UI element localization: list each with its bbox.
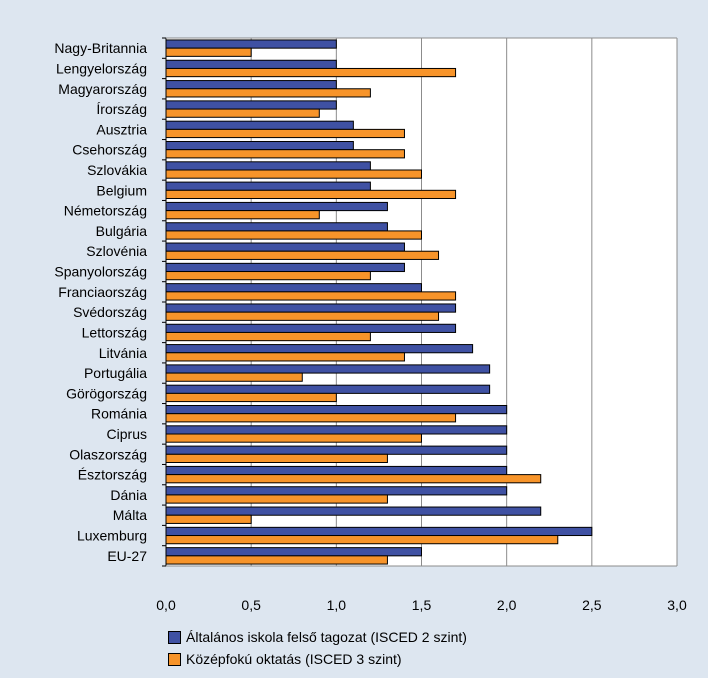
bar-isced3	[165, 331, 371, 342]
x-tick-label: 3,0	[667, 597, 687, 613]
category-label: Lettország	[82, 324, 147, 340]
category-label: Bulgária	[96, 223, 148, 239]
bar-isced3	[165, 271, 371, 281]
bar-isced3	[165, 67, 457, 78]
bar-isced3	[165, 453, 388, 464]
category-label: Portugália	[84, 365, 147, 381]
legend-swatch-isced2	[168, 630, 181, 644]
legend-label-isced2: Általános iskola felső tagozat (ISCED 2 …	[186, 629, 467, 645]
category-label: Észtország	[78, 467, 147, 483]
category-label: Szlovákia	[87, 162, 147, 178]
bar-isced2	[165, 161, 371, 171]
bar-isced3	[165, 474, 542, 484]
bar-isced3	[165, 535, 559, 545]
x-tick-label: 0,0	[156, 597, 176, 613]
bar-isced3	[165, 413, 457, 423]
category-label: Görögország	[66, 385, 147, 401]
bar-isced3	[165, 494, 388, 504]
category-label: Franciaország	[58, 284, 147, 300]
bar-isced3	[165, 149, 405, 159]
category-label: Magyarország	[58, 81, 147, 97]
bar-isced3	[165, 352, 405, 362]
bar-isced2	[165, 364, 491, 374]
legend-swatch-isced3	[168, 652, 181, 666]
bar-isced2	[165, 506, 542, 516]
bar-isced3	[165, 88, 371, 98]
category-label: Csehország	[72, 142, 147, 158]
bar-isced2	[165, 283, 422, 293]
bar-isced3	[165, 514, 252, 524]
x-tick-label: 1,5	[412, 597, 432, 613]
bar-isced2	[165, 486, 508, 496]
bar-isced3	[165, 47, 252, 57]
category-label: Belgium	[96, 182, 147, 198]
bar-isced2	[165, 344, 474, 354]
category-label: Németország	[64, 203, 147, 219]
legend-label-isced3: Középfokú oktatás (ISCED 3 szint)	[186, 651, 402, 667]
category-label: Ciprus	[107, 426, 147, 442]
bar-isced2	[165, 80, 337, 90]
bar-isced2	[165, 181, 371, 191]
x-tick-label: 2,5	[582, 597, 602, 613]
bar-isced3	[165, 189, 457, 200]
bar-isced2	[165, 445, 508, 455]
category-label: Spanyolország	[54, 264, 147, 280]
bar-isced2	[165, 404, 508, 415]
category-label: Lengyelország	[56, 60, 147, 76]
bar-isced3	[165, 230, 422, 240]
category-label: EU-27	[107, 548, 147, 564]
bar-isced3	[165, 169, 422, 179]
category-label: Svédország	[73, 304, 147, 320]
bar-isced2	[165, 59, 337, 69]
bar-isced3	[165, 433, 422, 443]
category-label: Írország	[96, 101, 147, 117]
category-label: Románia	[91, 406, 147, 422]
bar-isced2	[165, 323, 457, 333]
bar-isced2	[165, 303, 457, 313]
legend-item-isced2: Általános iskola felső tagozat (ISCED 2 …	[168, 626, 467, 648]
bar-isced2	[165, 262, 405, 273]
category-label: Nagy-Britannia	[54, 40, 147, 56]
legend-item-isced3: Középfokú oktatás (ISCED 3 szint)	[168, 648, 467, 670]
bar-isced3	[165, 250, 440, 260]
category-label: Luxemburg	[77, 528, 147, 544]
bar-isced3	[165, 392, 337, 403]
bar-isced3	[165, 128, 405, 139]
bar-isced3	[165, 372, 303, 382]
bar-isced2	[165, 242, 405, 252]
bar-isced2	[165, 526, 593, 537]
x-tick-label: 2,0	[497, 597, 517, 613]
bar-isced2	[165, 222, 388, 232]
bar-isced3	[165, 210, 320, 220]
bar-isced2	[165, 465, 508, 476]
legend: Általános iskola felső tagozat (ISCED 2 …	[168, 626, 467, 670]
bar-isced2	[165, 100, 337, 110]
bar-isced2	[165, 140, 354, 151]
bar-isced2	[165, 39, 337, 49]
category-label: Málta	[113, 507, 147, 523]
bar-isced3	[165, 108, 320, 118]
bar-isced2	[165, 120, 354, 130]
bar-isced2	[165, 547, 422, 557]
bar-isced3	[165, 555, 388, 565]
x-tick-label: 1,0	[327, 597, 347, 613]
category-label: Szlovénia	[86, 243, 147, 259]
x-tick-label: 0,5	[241, 597, 261, 613]
category-label: Dánia	[110, 487, 147, 503]
category-label: Ausztria	[96, 121, 147, 137]
category-label: Olaszország	[69, 446, 147, 462]
category-label: Litvánia	[99, 345, 147, 361]
bar-isced2	[165, 425, 508, 435]
bar-isced2	[165, 201, 388, 212]
bar-isced3	[165, 311, 440, 321]
bar-isced3	[165, 291, 457, 301]
bar-isced2	[165, 384, 491, 394]
